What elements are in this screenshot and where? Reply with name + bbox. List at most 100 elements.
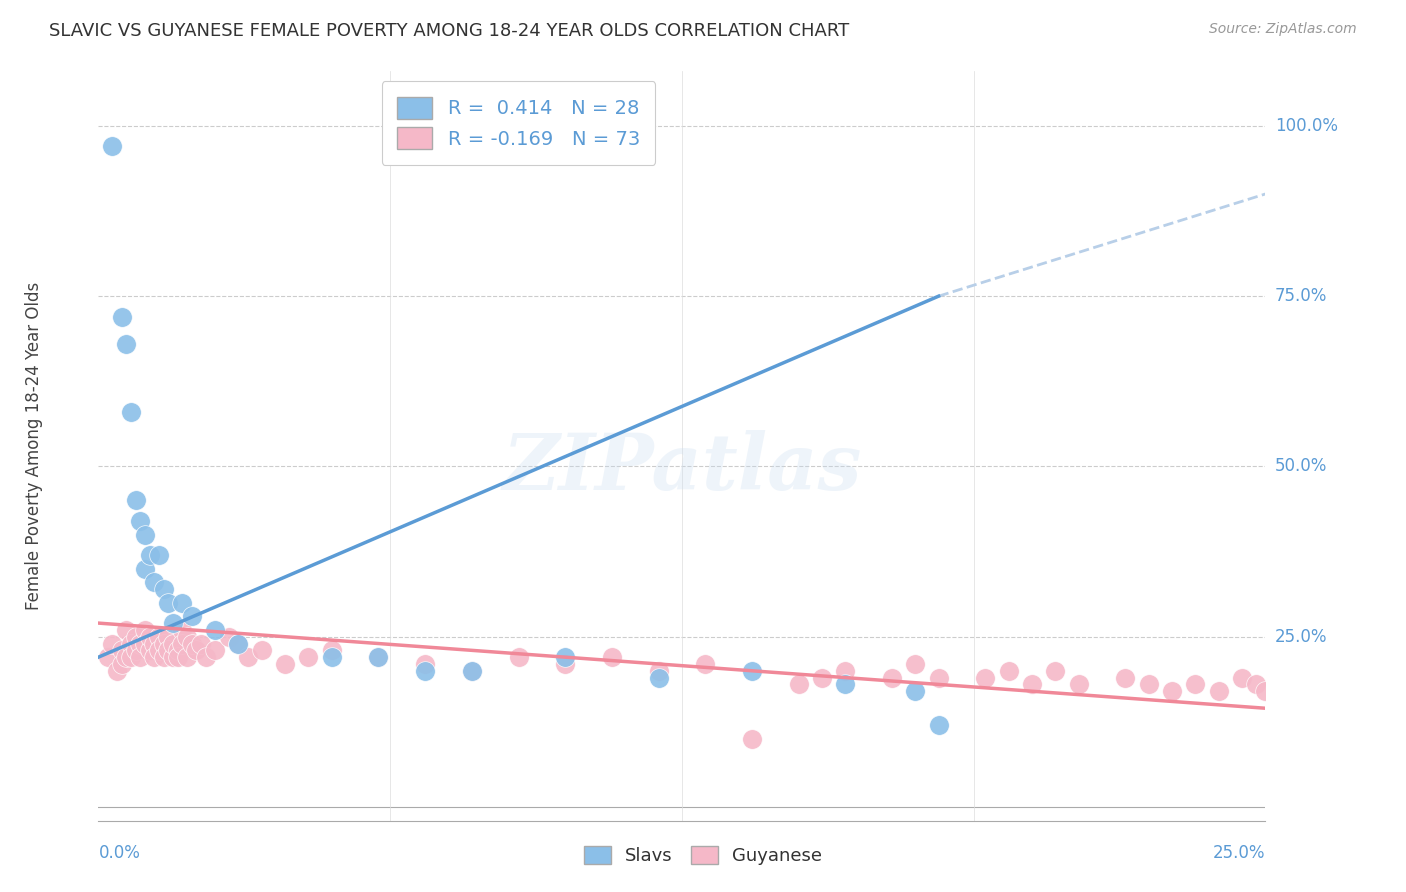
Text: 75.0%: 75.0% bbox=[1275, 287, 1327, 305]
Point bbox=[134, 636, 156, 650]
Point bbox=[834, 664, 856, 678]
Point bbox=[321, 643, 343, 657]
Point bbox=[880, 671, 903, 685]
Point bbox=[111, 643, 134, 657]
Point bbox=[105, 664, 128, 678]
Point bbox=[157, 596, 180, 610]
Point bbox=[143, 650, 166, 665]
Point bbox=[157, 643, 180, 657]
Point bbox=[143, 636, 166, 650]
Point bbox=[134, 561, 156, 575]
Text: 25.0%: 25.0% bbox=[1213, 845, 1265, 863]
Point bbox=[194, 650, 217, 665]
Point bbox=[695, 657, 717, 671]
Point bbox=[811, 671, 834, 685]
Point bbox=[134, 623, 156, 637]
Point bbox=[904, 657, 927, 671]
Point bbox=[166, 650, 188, 665]
Text: 100.0%: 100.0% bbox=[1275, 117, 1337, 135]
Point bbox=[157, 630, 180, 644]
Point bbox=[1021, 677, 1043, 691]
Point bbox=[176, 650, 198, 665]
Point bbox=[1184, 677, 1206, 691]
Legend: Slavs, Guyanese: Slavs, Guyanese bbox=[575, 837, 831, 874]
Point bbox=[741, 731, 763, 746]
Point bbox=[162, 650, 184, 665]
Text: 50.0%: 50.0% bbox=[1275, 458, 1327, 475]
Point bbox=[172, 636, 194, 650]
Point bbox=[148, 548, 170, 562]
Point bbox=[297, 650, 319, 665]
Point bbox=[1208, 684, 1230, 698]
Point bbox=[741, 664, 763, 678]
Point bbox=[125, 643, 148, 657]
Point bbox=[904, 684, 927, 698]
Point bbox=[647, 671, 669, 685]
Point bbox=[554, 650, 576, 665]
Point bbox=[129, 514, 152, 528]
Point bbox=[97, 650, 120, 665]
Point bbox=[180, 636, 202, 650]
Point bbox=[928, 671, 950, 685]
Point bbox=[125, 493, 148, 508]
Point bbox=[152, 582, 174, 596]
Point bbox=[139, 643, 162, 657]
Point bbox=[172, 596, 194, 610]
Point bbox=[367, 650, 389, 665]
Point bbox=[997, 664, 1019, 678]
Point bbox=[321, 650, 343, 665]
Point bbox=[1045, 664, 1067, 678]
Point bbox=[101, 636, 124, 650]
Point bbox=[101, 139, 124, 153]
Point bbox=[120, 650, 142, 665]
Point bbox=[180, 609, 202, 624]
Text: Female Poverty Among 18-24 Year Olds: Female Poverty Among 18-24 Year Olds bbox=[25, 282, 44, 610]
Text: Source: ZipAtlas.com: Source: ZipAtlas.com bbox=[1209, 22, 1357, 37]
Point bbox=[115, 336, 138, 351]
Point bbox=[1230, 671, 1253, 685]
Point bbox=[228, 636, 250, 650]
Point bbox=[1161, 684, 1184, 698]
Point bbox=[600, 650, 623, 665]
Point bbox=[554, 657, 576, 671]
Point bbox=[461, 664, 484, 678]
Point bbox=[1114, 671, 1136, 685]
Point bbox=[413, 664, 436, 678]
Legend: R =  0.414   N = 28, R = -0.169   N = 73: R = 0.414 N = 28, R = -0.169 N = 73 bbox=[381, 81, 655, 165]
Point bbox=[204, 643, 226, 657]
Point bbox=[172, 623, 194, 637]
Point bbox=[162, 636, 184, 650]
Point bbox=[186, 643, 208, 657]
Point bbox=[139, 630, 162, 644]
Point bbox=[166, 643, 188, 657]
Point bbox=[274, 657, 297, 671]
Point bbox=[228, 636, 250, 650]
Text: 0.0%: 0.0% bbox=[98, 845, 141, 863]
Point bbox=[139, 548, 162, 562]
Point bbox=[367, 650, 389, 665]
Point bbox=[236, 650, 259, 665]
Point bbox=[647, 664, 669, 678]
Point bbox=[250, 643, 273, 657]
Point bbox=[787, 677, 810, 691]
Point bbox=[204, 623, 226, 637]
Point bbox=[120, 405, 142, 419]
Point bbox=[218, 630, 240, 644]
Point bbox=[143, 575, 166, 590]
Text: 25.0%: 25.0% bbox=[1275, 628, 1327, 646]
Point bbox=[148, 643, 170, 657]
Point bbox=[974, 671, 997, 685]
Point bbox=[928, 718, 950, 732]
Point bbox=[152, 650, 174, 665]
Point bbox=[115, 650, 138, 665]
Point bbox=[508, 650, 530, 665]
Text: SLAVIC VS GUYANESE FEMALE POVERTY AMONG 18-24 YEAR OLDS CORRELATION CHART: SLAVIC VS GUYANESE FEMALE POVERTY AMONG … bbox=[49, 22, 849, 40]
Point bbox=[125, 630, 148, 644]
Point bbox=[115, 623, 138, 637]
Point bbox=[413, 657, 436, 671]
Point bbox=[111, 657, 134, 671]
Point bbox=[152, 636, 174, 650]
Point bbox=[461, 664, 484, 678]
Point bbox=[1067, 677, 1090, 691]
Point bbox=[148, 630, 170, 644]
